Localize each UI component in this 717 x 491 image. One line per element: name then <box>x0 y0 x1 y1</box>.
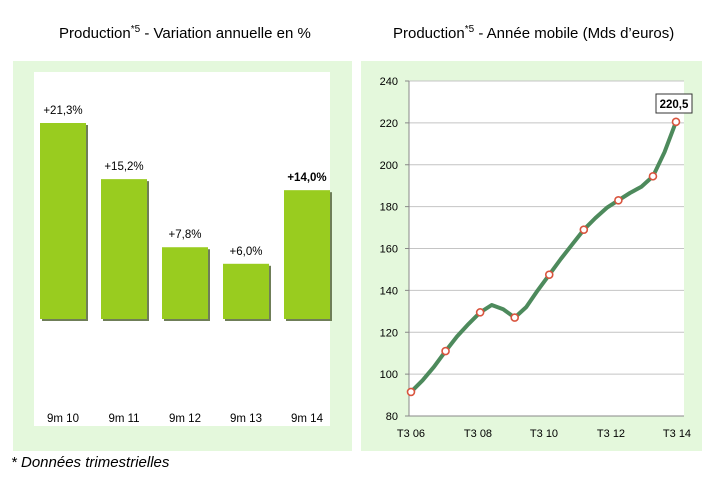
y-tick-label: 200 <box>380 160 398 172</box>
bar-data-label: +7,8% <box>169 229 202 241</box>
bar-data-label: +15,2% <box>104 161 143 173</box>
line-chart-panel: 80 100 120 140 160 180 200 220 240 T3 06 T3 08 T3 1… <box>361 61 702 451</box>
data-point <box>579 225 589 234</box>
y-tick-label: 120 <box>380 327 398 339</box>
x-tick-label: 9m 12 <box>169 413 201 425</box>
line-chart: 80 100 120 140 160 180 200 220 240 T3 06 T3 08 T3 1… <box>380 76 693 440</box>
x-tick-label: T3 08 <box>464 428 492 440</box>
x-tick-label: T3 12 <box>597 428 625 440</box>
y-tick-label: 180 <box>380 202 398 214</box>
data-point <box>671 117 681 127</box>
footnote: * Données trimestrielles <box>11 454 170 471</box>
bar <box>101 179 147 319</box>
data-point <box>648 171 658 181</box>
y-tick-label: 140 <box>380 285 398 297</box>
line-chart-title-rest: - Année mobile (Mds d’euros) <box>474 25 675 42</box>
data-point <box>475 308 485 317</box>
annotation-box <box>655 93 693 114</box>
y-tick-label: 100 <box>380 369 398 381</box>
data-point <box>614 196 623 205</box>
line-chart-title: Production*5 - Année mobile (Mds d’euros… <box>393 24 674 42</box>
series-line <box>409 119 678 394</box>
bar-chart-title: Production*5 - Variation annuelle en % <box>59 24 311 42</box>
y-tick-label: 160 <box>380 244 398 256</box>
bar <box>223 263 269 319</box>
y-tick-label: 220 <box>380 118 398 130</box>
bar-data-label: +21,3% <box>43 105 82 117</box>
data-point <box>441 346 450 356</box>
data-point <box>544 270 554 279</box>
bar-chart: +21,3% 9m 10 +15,2% 9m 11 +7,8% 9m 12 +6,0% 9m … <box>40 105 332 425</box>
y-tick-label: 240 <box>380 76 398 88</box>
bar-chart-panel: +21,3% 9m 10 +15,2% 9m 11 +7,8% 9m 12 +6,0% 9m … <box>13 61 352 451</box>
x-tick-label: 9m 10 <box>47 413 79 425</box>
line-chart-title-superscript: *5 <box>464 24 475 35</box>
bar <box>162 247 208 319</box>
bar <box>284 190 330 319</box>
x-tick-label: T3 10 <box>530 428 558 440</box>
bar-chart-title-main: Production <box>59 25 131 42</box>
bar-chart-title-superscript: *5 <box>130 24 141 35</box>
x-tick-label: T3 14 <box>663 428 691 440</box>
bar-data-label: +6,0% <box>230 246 263 258</box>
x-tick-label: 9m 13 <box>230 413 262 425</box>
line-chart-title-main: Production <box>393 25 465 42</box>
bar-chart-plot-area: +21,3% 9m 10 +15,2% 9m 11 +7,8% 9m 12 +6,0% 9m … <box>34 72 332 426</box>
x-tick-label: 9m 11 <box>108 413 139 425</box>
bar <box>40 123 86 319</box>
annotation-label: 220,5 <box>660 99 689 111</box>
data-point <box>510 313 519 322</box>
x-tick-label: 9m 14 <box>291 413 324 425</box>
data-point <box>406 387 416 397</box>
x-tick-label: T3 06 <box>397 428 425 440</box>
bar-chart-title-rest: - Variation annuelle en % <box>140 25 311 42</box>
bar-data-label: +14,0% <box>287 172 326 184</box>
y-tick-label: 80 <box>386 411 398 423</box>
